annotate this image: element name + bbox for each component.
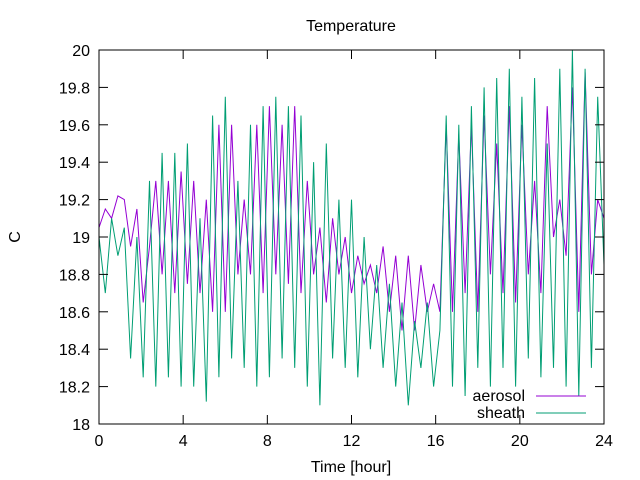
x-tick-label: 20 [511, 433, 529, 450]
y-tick-label: 19.2 [59, 193, 90, 210]
x-tick-label: 4 [179, 433, 188, 450]
series-line-sheath [98, 49, 605, 406]
legend-label-sheath: sheath [477, 405, 525, 422]
y-tick-label: 19 [72, 230, 90, 247]
y-tick-label: 19.8 [59, 80, 90, 97]
plot-frame [98, 49, 605, 425]
x-tick-label: 0 [95, 433, 104, 450]
y-tick-label: 18.4 [59, 342, 90, 359]
legend-label-aerosol: aerosol [473, 388, 525, 405]
x-tick-label: 16 [427, 433, 445, 450]
y-axis-title: C [7, 231, 24, 243]
x-axis-title: Time [hour] [311, 459, 391, 476]
y-tick-label: 19.6 [59, 118, 90, 135]
chart-title: Temperature [306, 18, 396, 35]
y-tick-label: 20 [72, 43, 90, 60]
x-tick-label: 24 [595, 433, 613, 450]
y-tick-label: 19.4 [59, 155, 90, 172]
series-layer [98, 49, 605, 406]
y-tick-label: 18 [72, 417, 90, 434]
y-tick-label: 18.2 [59, 380, 90, 397]
x-tick-label: 12 [343, 433, 361, 450]
y-tick-label: 18.6 [59, 305, 90, 322]
axis-layer: 18 18.2 18.4 18.6 18.8 19 19.2 19.4 19.6 19.8 20 0 4… [59, 43, 613, 450]
x-tick-label: 8 [263, 433, 272, 450]
y-tick-label: 18.8 [59, 267, 90, 284]
